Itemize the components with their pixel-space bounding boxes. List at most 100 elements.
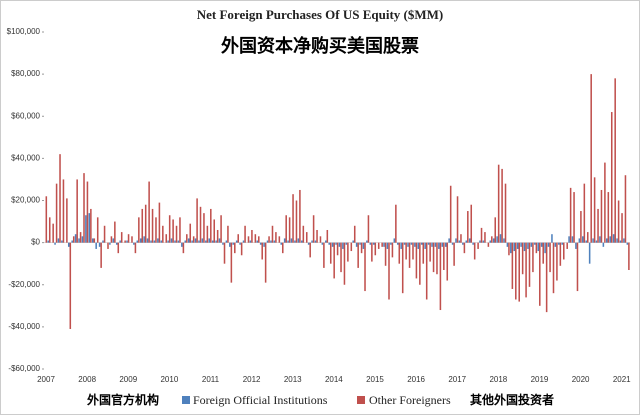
bar <box>590 74 592 243</box>
bar <box>465 240 468 243</box>
bar <box>491 236 493 243</box>
legend-swatch <box>182 396 190 404</box>
bar <box>232 242 235 245</box>
bar <box>184 240 187 243</box>
bar <box>174 240 176 243</box>
bar <box>386 242 389 249</box>
y-tick-label: -$20,000 <box>8 280 40 289</box>
bar <box>583 183 586 243</box>
bar <box>542 242 544 264</box>
bar <box>230 242 233 283</box>
bar <box>624 175 627 243</box>
bar <box>449 185 452 243</box>
bar <box>278 236 281 243</box>
bar <box>612 234 615 243</box>
bar <box>506 242 509 247</box>
bar <box>294 240 296 243</box>
bar <box>256 240 259 243</box>
bar <box>422 242 425 264</box>
bar <box>414 242 416 247</box>
bar <box>124 240 126 243</box>
bar <box>167 240 169 243</box>
bar <box>576 242 579 292</box>
bar <box>534 242 536 245</box>
y-tick-label: $20,000 <box>11 196 40 205</box>
bar <box>578 238 581 243</box>
bar <box>170 238 173 243</box>
x-tick-label: 2017 <box>448 375 466 384</box>
bar <box>229 242 231 247</box>
bar <box>162 225 164 243</box>
bar <box>216 229 219 243</box>
bar <box>225 240 228 243</box>
bar <box>431 242 433 247</box>
bar <box>206 225 209 243</box>
bar <box>280 242 282 245</box>
bar <box>561 242 564 245</box>
bar <box>263 242 265 247</box>
bar <box>177 240 180 243</box>
bar <box>417 242 420 249</box>
x-tick-label: 2012 <box>243 375 261 384</box>
bar <box>390 242 392 245</box>
x-tick-label: 2009 <box>119 375 137 384</box>
x-tick-label: 2011 <box>202 375 220 384</box>
bar <box>189 223 192 243</box>
bar <box>179 217 181 243</box>
bar <box>242 240 245 243</box>
bar <box>86 181 89 243</box>
bar <box>182 242 185 254</box>
bar <box>100 242 102 268</box>
bar <box>563 242 565 260</box>
bar <box>115 242 118 245</box>
x-tick-label: 2019 <box>531 375 549 384</box>
bar <box>528 242 531 287</box>
legend-label: Foreign Official Institutions <box>193 393 328 407</box>
bar <box>220 215 222 243</box>
bar <box>396 242 399 245</box>
x-tick-label: 2021 <box>613 375 631 384</box>
bar <box>172 219 174 243</box>
bar <box>575 242 577 249</box>
bar <box>181 242 183 247</box>
bar <box>492 238 495 243</box>
bar <box>508 242 510 256</box>
bar <box>523 242 526 252</box>
bar <box>364 242 366 292</box>
bar <box>237 234 239 243</box>
bar <box>403 242 406 245</box>
bar <box>511 242 514 289</box>
bar <box>472 242 474 245</box>
bar <box>271 225 274 243</box>
bar <box>45 196 48 243</box>
bar <box>604 162 606 243</box>
chart-title: Net Foreign Purchases Of US Equity ($MM) <box>197 7 444 22</box>
bar <box>398 242 401 264</box>
bar <box>203 213 205 243</box>
bar <box>160 240 163 243</box>
bar <box>281 242 284 254</box>
x-tick-label: 2016 <box>407 375 425 384</box>
bar <box>494 217 497 243</box>
bar <box>258 236 260 243</box>
bar <box>301 240 303 243</box>
bar <box>319 236 322 243</box>
bar <box>610 112 613 243</box>
bar <box>336 242 339 256</box>
bar <box>131 236 133 243</box>
bar <box>333 242 335 279</box>
bar <box>558 242 560 245</box>
bar <box>400 242 402 249</box>
bar <box>614 78 616 243</box>
bar <box>309 242 311 258</box>
bar <box>285 215 287 243</box>
bar <box>218 238 221 243</box>
x-tick-label: 2013 <box>284 375 302 384</box>
bar <box>321 242 324 245</box>
bar <box>520 242 522 247</box>
x-tick-label: 2015 <box>366 375 384 384</box>
bar <box>148 181 150 243</box>
bar <box>372 242 375 245</box>
bar <box>290 238 293 243</box>
bar <box>150 240 152 243</box>
